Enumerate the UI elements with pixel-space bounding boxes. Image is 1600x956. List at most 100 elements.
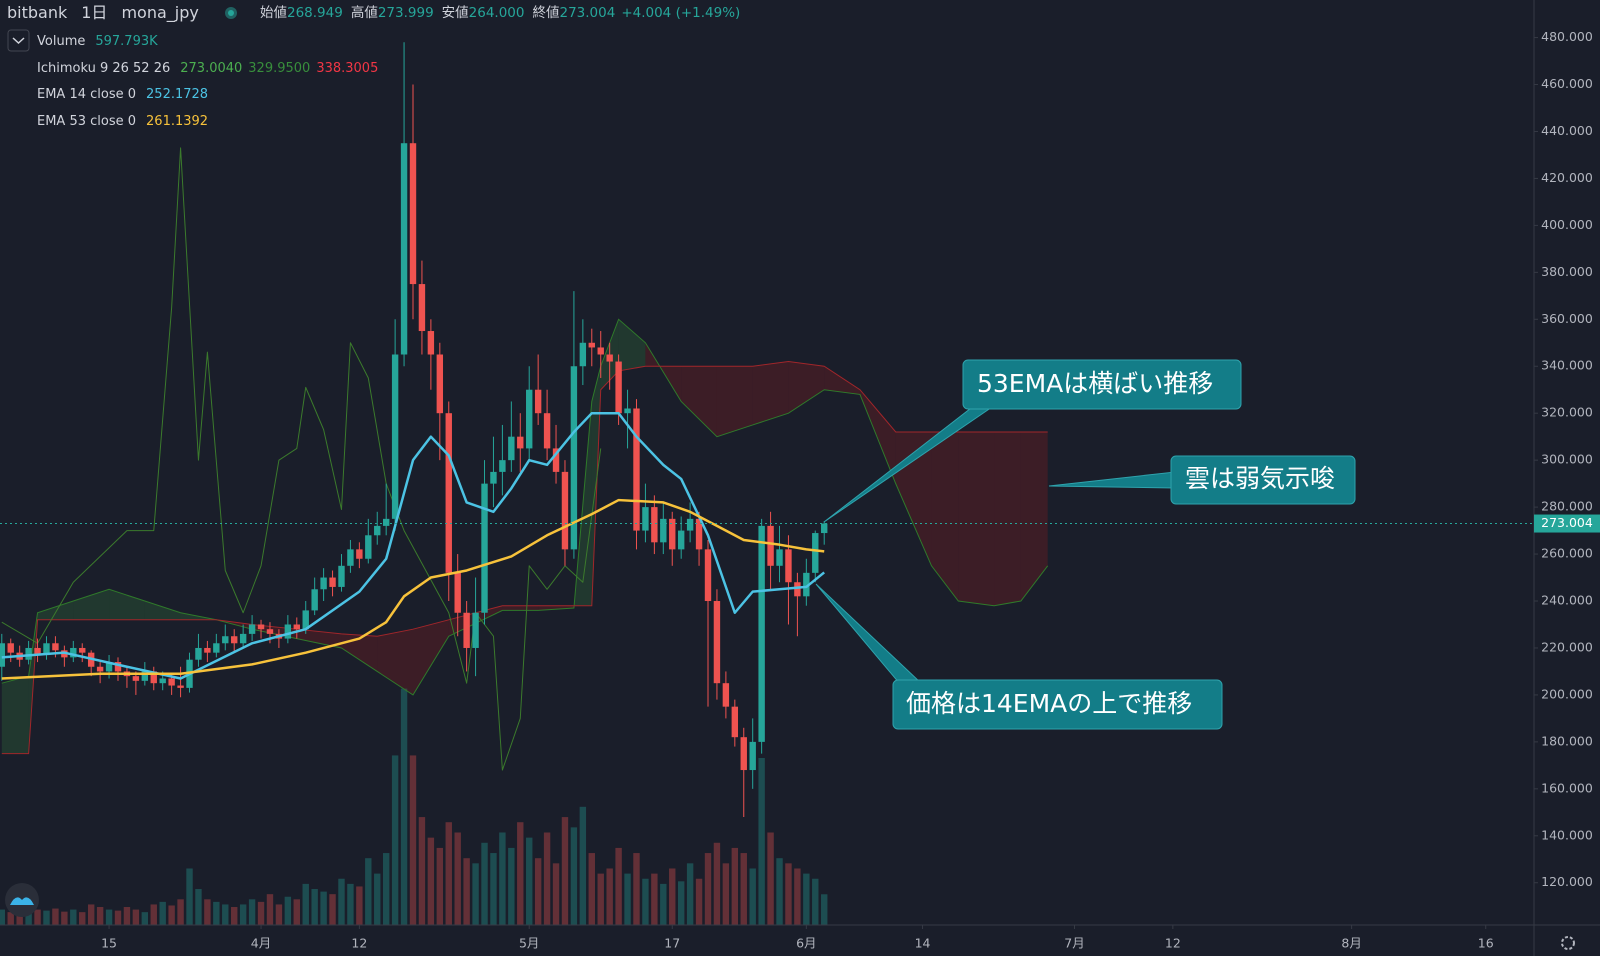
candle-body	[311, 589, 318, 611]
cloud-segment	[752, 361, 789, 425]
collapse-button[interactable]	[7, 29, 30, 52]
candle-body	[204, 647, 211, 653]
volume-bar	[418, 817, 426, 925]
y-tick-label: 420.000	[1541, 170, 1593, 185]
interval: 1日	[81, 3, 107, 22]
cloud-segment	[1020, 431, 1048, 602]
volume-bar	[561, 817, 569, 925]
x-tick-label: 15	[101, 936, 117, 951]
volume-bar	[588, 853, 595, 925]
candle-body	[320, 577, 327, 590]
candle-body	[454, 572, 461, 613]
cloud-segment	[341, 633, 378, 672]
cloud-segment	[296, 629, 342, 648]
candle-body	[141, 671, 149, 681]
volume-bar	[534, 858, 542, 925]
volume-bar	[132, 909, 140, 925]
volume-bar	[624, 873, 631, 925]
volume-bar	[713, 842, 721, 925]
candle-body	[677, 530, 685, 550]
candle-body	[150, 671, 157, 684]
volume-bar	[52, 908, 59, 925]
y-tick-label: 260.000	[1541, 546, 1593, 561]
legend-ema53: EMA 53 close 0 261.1392	[37, 114, 208, 129]
volume-bar	[356, 886, 363, 925]
volume-bar	[785, 863, 792, 925]
candle-body	[740, 737, 747, 771]
candle-body	[365, 535, 372, 559]
ohlc-value: 264.000	[469, 5, 525, 21]
lagging-span	[1, 147, 602, 771]
volume-bar	[87, 904, 95, 925]
candle-body	[615, 361, 622, 414]
volume-bar	[365, 858, 372, 925]
candle-body	[114, 662, 122, 672]
volume-bar	[204, 899, 211, 925]
price-tag-label: 273.004	[1541, 515, 1593, 530]
y-tick-label: 320.000	[1541, 405, 1593, 420]
legend-ichimoku: Ichimoku 9 26 52 26 273.0040 329.9500 338.3…	[37, 61, 378, 76]
volume-bar	[123, 907, 131, 925]
candle-body	[284, 624, 292, 639]
cloud-layer	[1, 147, 1049, 771]
legend-value: 338.3005	[316, 61, 378, 76]
candle-body	[534, 389, 542, 414]
volume-bar	[758, 757, 765, 925]
ohlc-label: 始値	[260, 5, 287, 21]
cloud-segment	[37, 601, 74, 620]
ohlc-label: 安値	[442, 5, 469, 21]
volume-bar	[302, 883, 309, 925]
x-tick-label: 7月	[1064, 936, 1084, 951]
candle-body	[257, 624, 265, 630]
ohlc-value: 273.999	[378, 5, 434, 21]
volume-bar	[651, 873, 658, 925]
callout-box	[1170, 455, 1356, 505]
volume-bar	[43, 910, 50, 925]
volume-bar	[213, 901, 220, 925]
volume-bar	[239, 904, 247, 925]
x-tick-label: 16	[1478, 936, 1494, 951]
candle-body	[695, 518, 703, 550]
ohlc-label: 高値	[351, 4, 378, 21]
change: +4.004 (+1.49%)	[621, 5, 740, 21]
candle-body	[499, 460, 506, 472]
volume-bar	[615, 847, 622, 925]
candle-body	[713, 601, 721, 684]
candle-body	[526, 389, 533, 449]
candle-body	[749, 741, 756, 771]
annotation: 雲は弱気示唆	[1048, 455, 1356, 505]
legend-name: Ichimoku 9 26 52 26	[37, 61, 170, 76]
volume-bar	[490, 853, 497, 925]
price-tag	[1534, 514, 1600, 533]
candle-body	[570, 366, 578, 550]
volume-bar	[329, 894, 336, 925]
symbol: mona_jpy	[121, 3, 198, 23]
candle-body	[758, 525, 765, 742]
candle-body	[606, 354, 613, 362]
legend-name: Volume	[37, 34, 85, 49]
candle-body	[821, 523, 828, 534]
callout-box	[962, 359, 1242, 410]
candle-body	[722, 683, 730, 707]
volume-bar	[168, 905, 175, 925]
volume-bar	[677, 881, 685, 925]
candle-body	[222, 636, 229, 644]
cloud-segment	[73, 589, 110, 620]
volume-bar	[776, 858, 783, 925]
y-tick-label: 380.000	[1541, 264, 1593, 279]
volume-bar	[436, 847, 444, 925]
volume-bar	[61, 911, 68, 925]
volume-bar	[186, 868, 193, 925]
candle-body	[266, 629, 274, 634]
candle-body	[633, 408, 640, 531]
volume-bar	[293, 899, 300, 925]
settings-button[interactable]	[1561, 936, 1575, 950]
legend-volume: Volume 597.793K	[37, 34, 158, 49]
y-tick-label: 120.000	[1541, 874, 1593, 889]
candle-body	[195, 647, 202, 660]
volume-bar	[597, 873, 604, 925]
volume-bar	[311, 889, 318, 925]
volume-bar	[472, 863, 479, 925]
